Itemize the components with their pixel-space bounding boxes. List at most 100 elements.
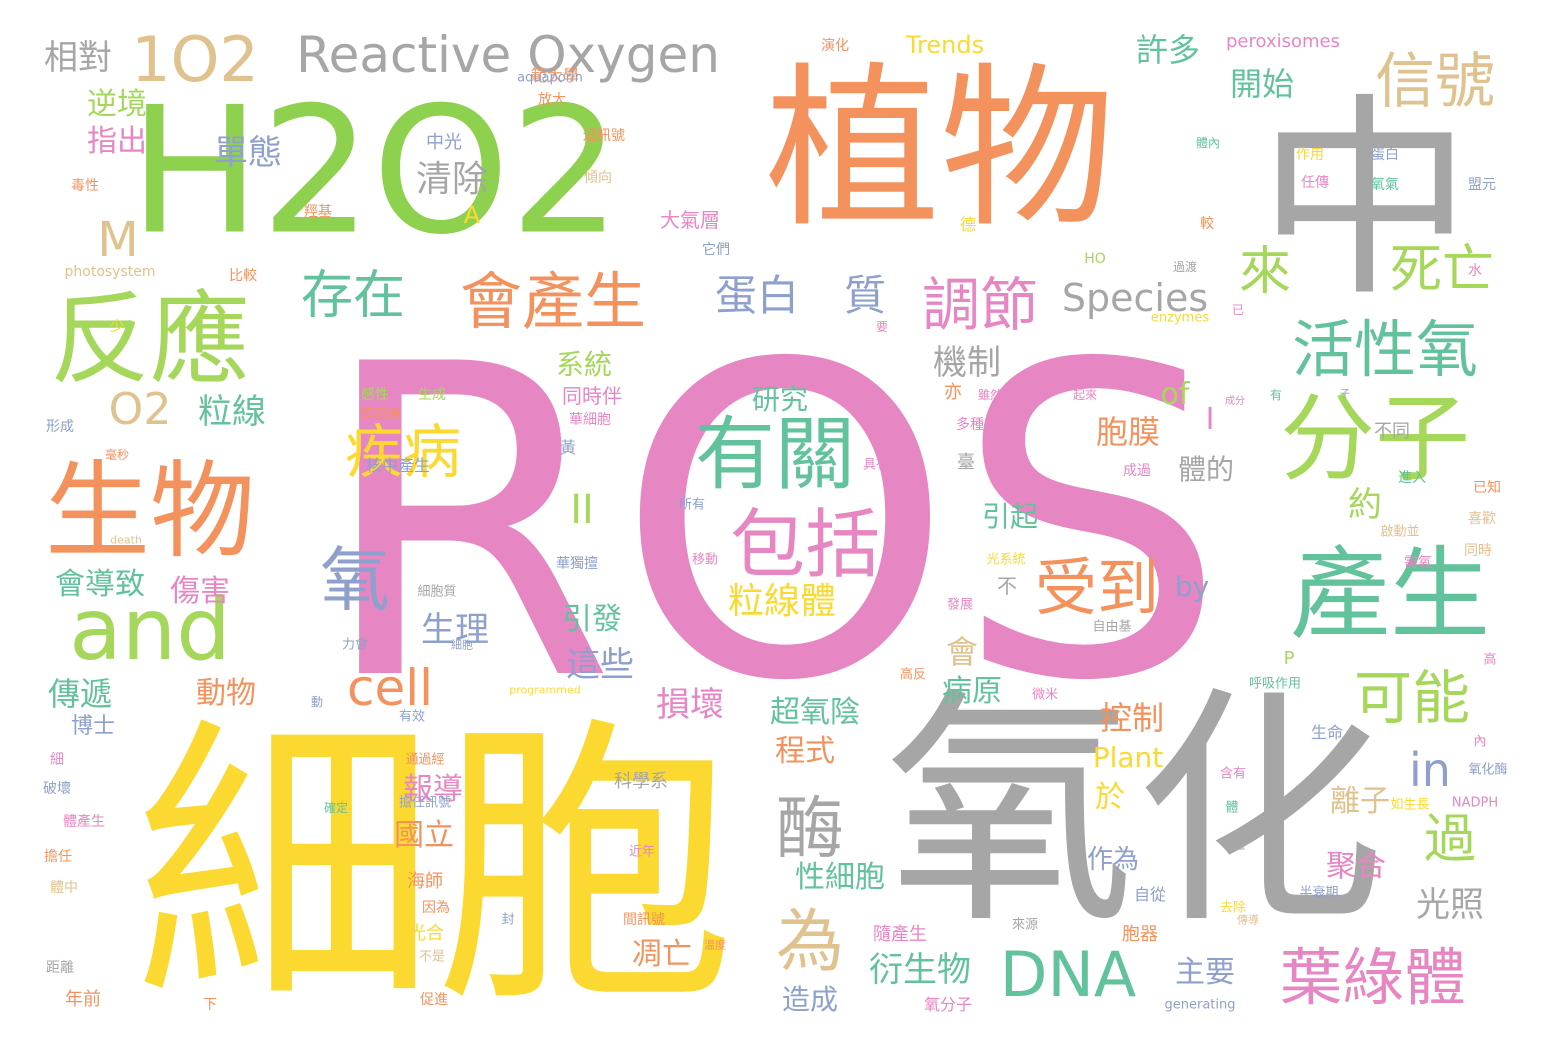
word: 來 bbox=[1238, 242, 1292, 302]
word: 近年 bbox=[628, 844, 656, 860]
word: 黃 bbox=[559, 438, 577, 457]
word: 擔任訊號 bbox=[398, 795, 452, 811]
word: 胞器 bbox=[1122, 924, 1158, 945]
word: 凋亡 bbox=[632, 937, 692, 972]
word: 內 bbox=[1473, 734, 1487, 750]
word: 臺 bbox=[957, 452, 975, 473]
word: 細 bbox=[50, 752, 64, 768]
word: 生命 bbox=[1310, 723, 1344, 742]
word: 高反 bbox=[899, 667, 927, 683]
word: 自由基 bbox=[1092, 619, 1132, 635]
word: peroxisomes bbox=[1226, 31, 1340, 52]
word: 科學系 bbox=[614, 771, 668, 792]
word: 約 bbox=[1348, 485, 1382, 525]
word: 同時伴 bbox=[562, 384, 622, 408]
word: 病原 bbox=[942, 674, 1002, 709]
word: 動物 bbox=[196, 676, 256, 711]
word: 要 bbox=[875, 320, 889, 334]
word: 遞訊號 bbox=[583, 128, 625, 144]
word: 系統 bbox=[555, 348, 613, 381]
word: 生成 bbox=[418, 387, 446, 403]
word: 胞膜 bbox=[1095, 413, 1161, 451]
word: 需氧 bbox=[1404, 555, 1432, 571]
word: 體內 bbox=[1195, 136, 1221, 150]
word: 體和過 bbox=[359, 407, 401, 423]
word: 疾病 bbox=[344, 418, 462, 486]
word: of bbox=[1160, 377, 1190, 412]
word: O2 bbox=[108, 384, 172, 435]
word: 調節 bbox=[921, 271, 1039, 339]
word: 年前 bbox=[65, 989, 101, 1010]
word: 有關 bbox=[695, 408, 855, 501]
word: 存在 bbox=[300, 266, 406, 326]
word: 放大 bbox=[538, 92, 566, 108]
word: 啟動並 bbox=[1380, 524, 1420, 540]
word: 通過經 bbox=[405, 752, 445, 768]
word: programmed bbox=[509, 683, 581, 697]
word: 溫度 bbox=[704, 938, 726, 952]
word: 中光 bbox=[426, 132, 462, 153]
word: 葉綠體 bbox=[1279, 941, 1467, 1014]
word: 有 bbox=[1269, 388, 1283, 402]
word: 單態 bbox=[214, 133, 282, 173]
word: 光合 bbox=[408, 923, 444, 944]
word: 博士 bbox=[70, 714, 116, 739]
word: 核中產生 bbox=[365, 456, 431, 475]
word: 去除 bbox=[1219, 900, 1247, 916]
word: 傾向 bbox=[584, 170, 612, 186]
word: 氧化 bbox=[885, 666, 1385, 957]
word: 開始 bbox=[1229, 65, 1295, 103]
word: death bbox=[110, 533, 142, 547]
word: 許多 bbox=[1135, 31, 1201, 69]
word: 多種 bbox=[956, 417, 984, 433]
word: cell bbox=[346, 659, 434, 717]
word: 具有 bbox=[862, 457, 890, 473]
word: II bbox=[570, 487, 594, 533]
word: 呼吸作用 bbox=[1248, 676, 1302, 692]
word: 不是 bbox=[418, 949, 446, 965]
word: 大氣層 bbox=[660, 208, 720, 232]
word: 體的 bbox=[1177, 453, 1235, 486]
word: 氧氣 bbox=[1371, 177, 1399, 193]
word: 性細胞 bbox=[795, 860, 885, 895]
word: 如生長 bbox=[1390, 797, 1430, 813]
word: 不 bbox=[997, 574, 1017, 598]
word: 發展 bbox=[946, 597, 974, 613]
word: 活性氧 bbox=[1291, 313, 1479, 386]
word: 相對 bbox=[44, 38, 112, 78]
word: 傳導 bbox=[1237, 913, 1259, 927]
word: 高 bbox=[1483, 652, 1497, 668]
word: photosystem bbox=[64, 264, 156, 280]
word: and bbox=[69, 580, 231, 680]
word: P bbox=[1283, 648, 1295, 669]
word: 比較 bbox=[229, 268, 257, 284]
word: 因為 bbox=[422, 900, 450, 916]
word: 造成 bbox=[781, 983, 839, 1016]
word: Plant bbox=[1092, 741, 1164, 774]
word: 體 bbox=[1225, 800, 1239, 816]
word: 國立 bbox=[394, 818, 454, 853]
word: 為 bbox=[775, 903, 845, 982]
word: aquaporin bbox=[517, 70, 583, 86]
word: 來源 bbox=[1011, 917, 1039, 933]
word: 會導致 bbox=[55, 567, 145, 602]
word: 清除 bbox=[415, 159, 489, 200]
word: enzymes bbox=[1150, 310, 1210, 326]
word: 質 bbox=[843, 271, 887, 320]
word: 分子 bbox=[1279, 384, 1471, 495]
word: 促進 bbox=[420, 992, 448, 1008]
word: 聚合 bbox=[1326, 849, 1386, 884]
word: 蛋白 bbox=[714, 271, 800, 320]
word: 進入 bbox=[1398, 470, 1426, 486]
word: 信號 bbox=[1375, 47, 1495, 117]
word: 1O2 bbox=[131, 23, 259, 96]
word: 衍生物 bbox=[869, 950, 971, 990]
word: 擔任 bbox=[44, 849, 72, 865]
word: 生物 bbox=[44, 450, 256, 573]
word: generating bbox=[1164, 997, 1236, 1013]
word: 確定 bbox=[323, 801, 349, 815]
word: 引起 bbox=[981, 500, 1039, 533]
word: 一起 bbox=[1218, 837, 1246, 853]
word: 隨產生 bbox=[873, 924, 927, 945]
word: 同時 bbox=[1464, 543, 1492, 559]
